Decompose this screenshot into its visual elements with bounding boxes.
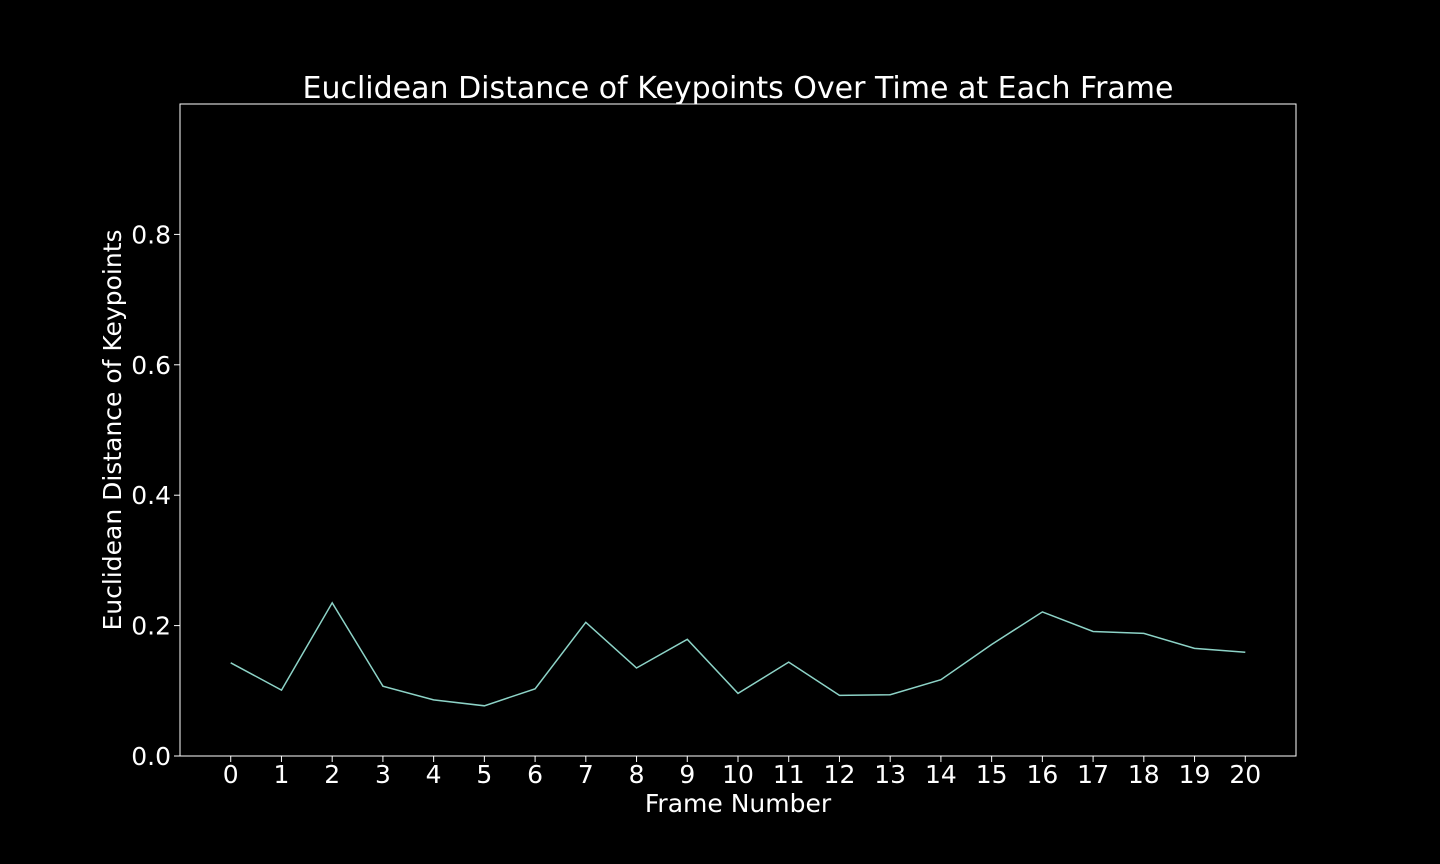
x-tick-label: 14 xyxy=(925,760,957,789)
y-tick-label: 0.4 xyxy=(131,481,171,510)
chart-title: Euclidean Distance of Keypoints Over Tim… xyxy=(303,71,1174,106)
x-tick-label: 19 xyxy=(1179,760,1211,789)
x-tick-label: 2 xyxy=(324,760,340,789)
x-tick-label: 9 xyxy=(679,760,695,789)
x-tick-label: 3 xyxy=(375,760,391,789)
x-tick-label: 7 xyxy=(578,760,594,789)
y-axis-ticks: 0.0 0.2 0.4 0.6 0.8 xyxy=(131,220,180,771)
series-line xyxy=(230,601,1246,707)
x-tick-label: 10 xyxy=(722,760,754,789)
y-tick-label: 0.8 xyxy=(131,220,171,249)
x-tick-label: 6 xyxy=(527,760,543,789)
x-tick-label: 1 xyxy=(274,760,290,789)
x-tick-label: 12 xyxy=(824,760,856,789)
x-tick-label: 15 xyxy=(976,760,1008,789)
x-tick-label: 17 xyxy=(1077,760,1109,789)
y-tick-label: 0.2 xyxy=(131,612,171,641)
x-tick-label: 8 xyxy=(629,760,645,789)
plot-frame xyxy=(179,103,1297,757)
x-tick-label: 4 xyxy=(426,760,442,789)
y-tick-label: 0.6 xyxy=(131,351,171,380)
x-tick-label: 20 xyxy=(1229,760,1261,789)
y-tick-label: 0.0 xyxy=(131,742,171,771)
x-tick-label: 0 xyxy=(223,760,239,789)
x-axis-label: Frame Number xyxy=(645,789,832,818)
x-tick-label: 13 xyxy=(874,760,906,789)
x-tick-label: 16 xyxy=(1026,760,1058,789)
x-tick-label: 11 xyxy=(773,760,805,789)
x-axis-ticks: 0 1 2 3 4 5 6 7 8 9 10 11 12 13 14 15 16 17 18 19 20 xyxy=(223,756,1261,789)
y-axis-label: Euclidean Distance of Keypoints xyxy=(98,229,127,630)
x-tick-label: 18 xyxy=(1128,760,1160,789)
x-tick-label: 5 xyxy=(476,760,492,789)
